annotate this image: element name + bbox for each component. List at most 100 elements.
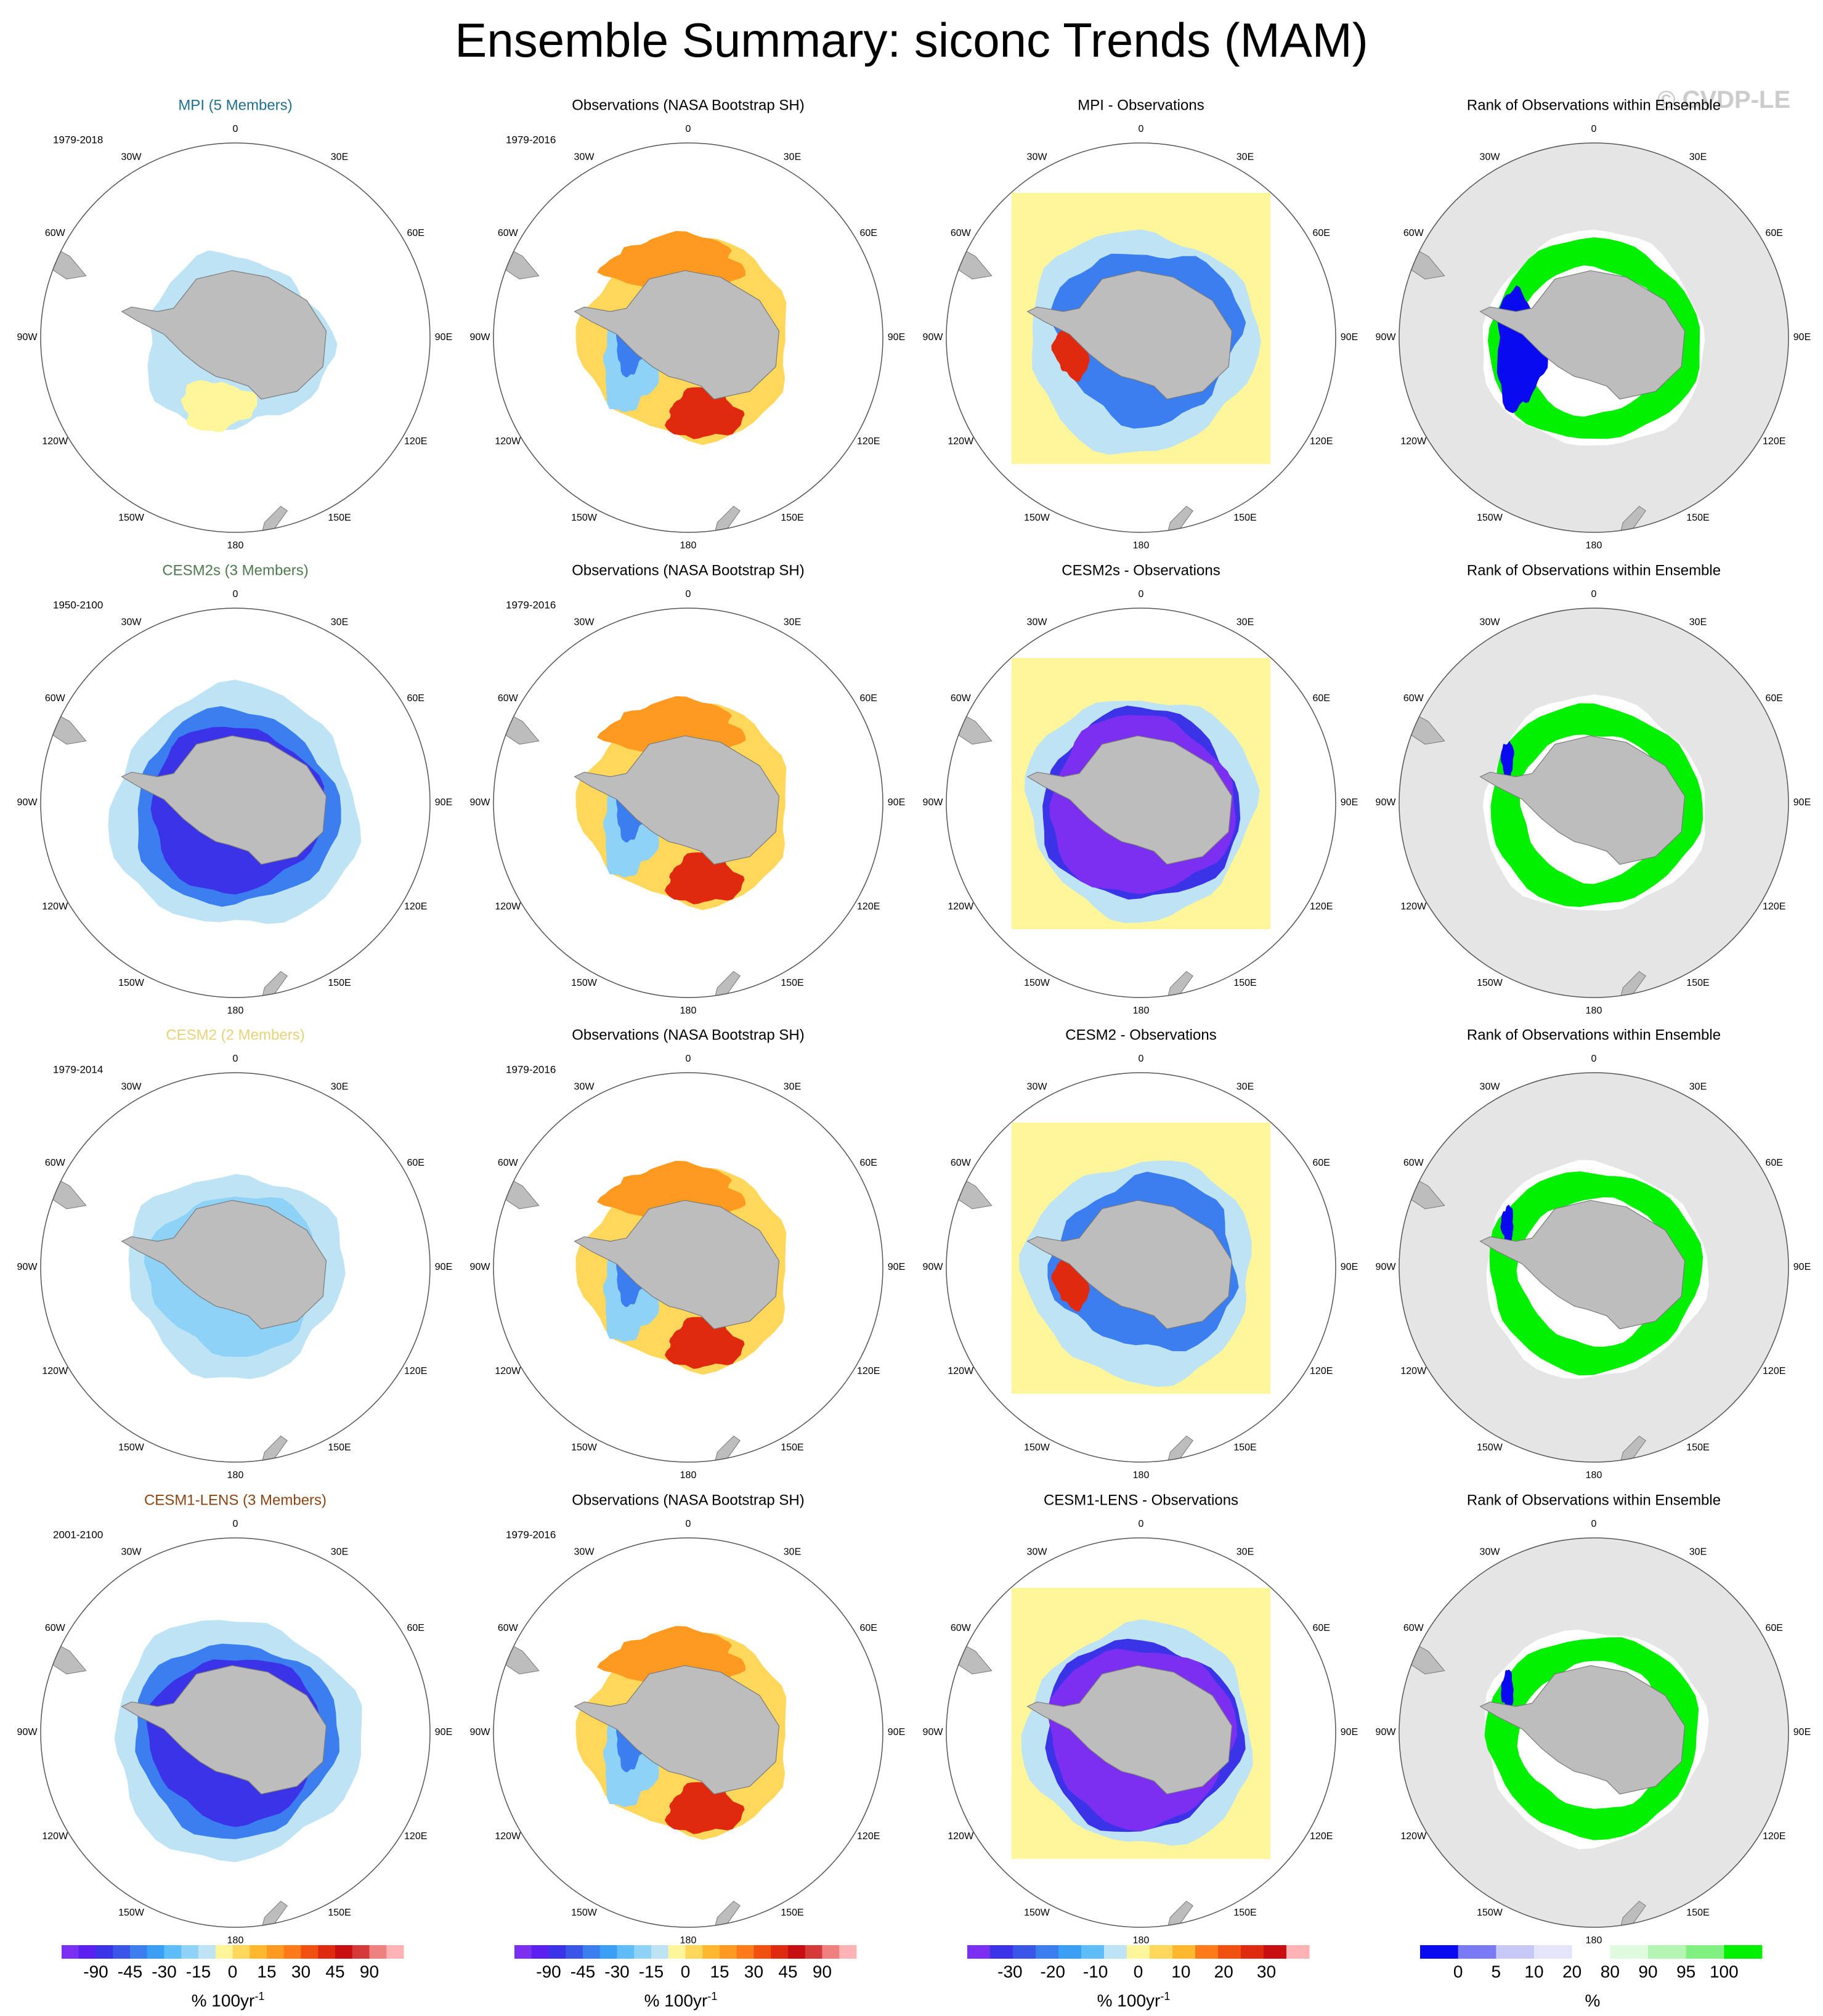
longitude-label: 90W xyxy=(470,797,491,808)
longitude-label: 120E xyxy=(1763,901,1785,912)
panel-years: 1950-2100 xyxy=(53,599,103,611)
longitude-label: 0 xyxy=(1591,589,1597,600)
obs-trend-red xyxy=(665,1782,745,1834)
longitude-label: 30W xyxy=(574,617,595,628)
antarctica-landmass xyxy=(1026,1200,1233,1330)
longitude-label: 60W xyxy=(951,1623,972,1633)
antarctica-landmass xyxy=(1026,1665,1233,1795)
trend-field-yellow xyxy=(181,380,258,433)
longitude-label: 120E xyxy=(1310,1831,1333,1842)
map-field xyxy=(946,193,1270,532)
map-field xyxy=(493,231,816,532)
longitude-label: 150E xyxy=(781,1908,803,1918)
map-border xyxy=(1399,608,1789,998)
longitude-label: 0 xyxy=(686,1054,691,1064)
new-zealand xyxy=(1619,970,1646,998)
longitude-label: 90W xyxy=(470,332,491,343)
longitude-label: 0 xyxy=(233,1054,238,1064)
map-border xyxy=(493,142,883,533)
longitude-label: 60W xyxy=(951,693,972,704)
panel-title: Rank of Observations within Ensemble xyxy=(1467,97,1721,113)
new-zealand xyxy=(1619,505,1646,532)
longitude-label: 60E xyxy=(859,228,877,238)
longitude-label: 60W xyxy=(1403,1158,1424,1168)
panel-title: CESM2 (2 Members) xyxy=(166,1026,304,1043)
longitude-label: 90W xyxy=(17,1262,38,1272)
longitude-label: 90E xyxy=(888,1727,905,1738)
longitude-label: 120W xyxy=(495,436,521,447)
map-field xyxy=(493,1626,816,1927)
longitude-label: 90E xyxy=(1793,1262,1811,1272)
longitude-label: 90W xyxy=(17,797,38,808)
longitude-label: 30W xyxy=(1480,152,1501,163)
longitude-label: 90W xyxy=(923,332,944,343)
longitude-label: 150W xyxy=(1477,978,1503,988)
antarctica-landmass xyxy=(1479,1200,1686,1330)
panel-r1-c4: 0 30E 60E 90E 120E 150E 180 150W 120W 90W 60W 30W Ra… xyxy=(1376,97,1811,551)
longitude-label: 90E xyxy=(1793,1727,1811,1738)
longitude-label: 30W xyxy=(121,617,142,628)
longitude-label: 60E xyxy=(407,1158,424,1168)
panel-title: CESM2s (3 Members) xyxy=(162,562,308,579)
antarctica-landmass xyxy=(121,270,327,400)
map-border xyxy=(40,608,431,998)
map-border xyxy=(1399,1072,1789,1463)
map-field xyxy=(493,1161,816,1462)
longitude-label: 180 xyxy=(1586,1470,1602,1481)
panel-years: 1979-2016 xyxy=(506,1529,556,1540)
longitude-label: 180 xyxy=(680,540,697,551)
panel-years: 2001-2100 xyxy=(53,1529,103,1540)
longitude-label: 30E xyxy=(1689,152,1707,163)
panel-title: CESM2s - Observations xyxy=(1062,562,1220,579)
map-border xyxy=(40,1537,431,1928)
longitude-label: 90W xyxy=(1376,1262,1397,1272)
longitude-label: 30E xyxy=(1689,1547,1707,1558)
map-border xyxy=(493,1537,883,1928)
longitude-label: 150W xyxy=(118,513,145,523)
panel-r3-c2: 0 30E 60E 90E 120E 150E 180 150W 120W 90W 60W 30W Ob… xyxy=(470,1026,906,1481)
longitude-label: 120W xyxy=(495,1831,521,1842)
longitude-label: 150E xyxy=(1686,1442,1709,1453)
panel-r3-c1: 0 30E 60E 90E 120E 150E 180 150W 120W 90W 60W 30W CE… xyxy=(17,1026,453,1481)
longitude-label: 0 xyxy=(1139,589,1144,600)
map-border xyxy=(946,1537,1336,1928)
longitude-label: 60E xyxy=(407,693,424,704)
longitude-label: 150W xyxy=(1024,1442,1050,1453)
longitude-label: 120W xyxy=(1400,436,1427,447)
new-zealand xyxy=(1166,1900,1193,1927)
longitude-label: 60E xyxy=(859,693,877,704)
longitude-label: 60W xyxy=(498,228,519,238)
panel-title: CESM1-LENS - Observations xyxy=(1044,1492,1238,1508)
longitude-label: 150W xyxy=(571,1908,598,1918)
longitude-label: 120W xyxy=(42,1366,68,1376)
longitude-label: 180 xyxy=(680,1006,697,1016)
new-zealand xyxy=(713,1435,741,1462)
longitude-label: 30E xyxy=(784,617,801,628)
map-field xyxy=(1399,1160,1721,1462)
tasmania xyxy=(1247,1426,1269,1443)
longitude-label: 180 xyxy=(680,1470,697,1481)
page-title: Ensemble Summary: siconc Trends (MAM) xyxy=(455,13,1368,67)
longitude-label: 150E xyxy=(781,978,803,988)
new-zealand xyxy=(261,1900,288,1927)
panel-r3-c4: 0 30E 60E 90E 120E 150E 180 150W 120W 90W 60W 30W Ra… xyxy=(1376,1026,1811,1481)
longitude-label: 30W xyxy=(574,1082,595,1092)
longitude-label: 90W xyxy=(1376,332,1397,343)
longitude-label: 60W xyxy=(1403,228,1424,238)
longitude-label: 120W xyxy=(42,901,68,912)
longitude-label: 90E xyxy=(435,1262,452,1272)
longitude-label: 120W xyxy=(1400,901,1427,912)
longitude-label: 30W xyxy=(574,1547,595,1558)
tasmania xyxy=(341,496,363,513)
longitude-label: 0 xyxy=(1139,1519,1144,1529)
panel-title: Observations (NASA Bootstrap SH) xyxy=(572,97,804,113)
longitude-label: 90E xyxy=(1341,332,1358,343)
longitude-label: 120E xyxy=(1763,436,1785,447)
longitude-label: 120E xyxy=(404,901,427,912)
longitude-label: 30W xyxy=(1480,1082,1501,1092)
tasmania xyxy=(1700,961,1721,978)
antarctica-landmass xyxy=(574,1200,780,1330)
longitude-label: 90W xyxy=(923,1262,944,1272)
obs-trend-red xyxy=(665,852,745,904)
longitude-label: 30W xyxy=(1480,617,1501,628)
